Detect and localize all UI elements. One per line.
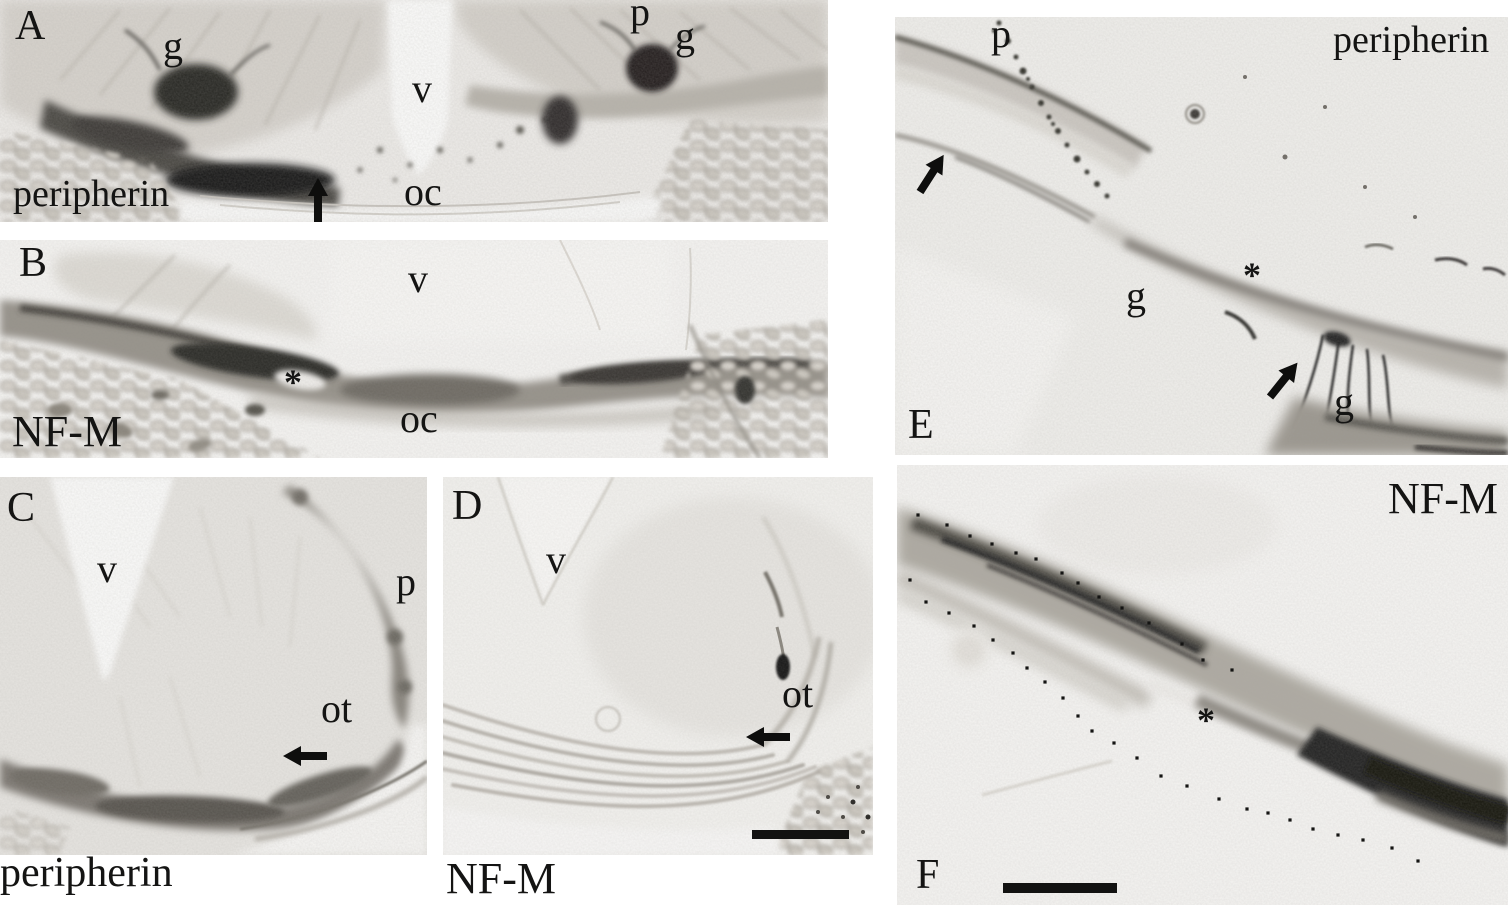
label-ventricle: v: [408, 256, 428, 301]
panel-f: NF-M * F: [897, 465, 1508, 905]
label-g-right: g: [675, 13, 695, 58]
label-pial: p: [991, 11, 1011, 56]
panel-letter-d: D: [452, 483, 483, 529]
scale-bar: [1003, 883, 1117, 893]
stain-label: peripherin: [13, 173, 170, 215]
arrow-left-annotation: [746, 727, 790, 747]
scale-bar: [752, 830, 849, 839]
label-ventricle: v: [546, 537, 566, 582]
label-optic-chiasm: oc: [400, 396, 438, 441]
label-optic-tract: ot: [321, 686, 353, 731]
arrow-upright-annotation: [1266, 362, 1298, 400]
asterisk-annotation: *: [284, 362, 302, 402]
label-optic-tract: ot: [782, 671, 814, 716]
panel-e: p peripherin g * g E: [895, 11, 1508, 455]
label-optic-chiasm: oc: [404, 169, 442, 214]
arrow-upright-annotation: [916, 154, 944, 195]
panel-letter-c: C: [7, 485, 36, 531]
panel-d: D v ot: [443, 477, 873, 855]
stain-caption-c: peripherin: [0, 850, 173, 896]
micrograph-f: [897, 465, 1508, 905]
label-g-lower: g: [1334, 379, 1354, 424]
micrograph-d: [443, 477, 873, 855]
stain-label: NF-M: [1388, 474, 1499, 523]
stain-caption-d: NF-M: [446, 854, 557, 903]
dotted-outline-annotation: [908, 513, 1420, 863]
panel-b: B v * NF-M oc: [0, 240, 828, 458]
arrow-up-annotation: [308, 178, 328, 222]
panel-letter-e: E: [908, 402, 934, 448]
stain-label: peripherin: [1333, 19, 1490, 61]
label-g-upper: g: [1126, 273, 1146, 318]
panel-letter-b: B: [19, 240, 48, 286]
panel-letter-a: A: [15, 3, 46, 49]
asterisk-annotation: *: [1197, 700, 1215, 740]
panel-a: A g v p g peripherin oc: [0, 0, 828, 222]
micrograph-e: [895, 17, 1508, 455]
label-g-left: g: [163, 23, 183, 68]
micrograph-b: [0, 240, 828, 458]
arrow-left-annotation: [283, 746, 327, 766]
micrograph-c: [0, 477, 427, 855]
label-ventricle: v: [97, 546, 117, 591]
panel-c: C v p ot: [0, 477, 427, 855]
label-pial: p: [396, 559, 416, 604]
stain-label: NF-M: [12, 407, 123, 456]
panel-letter-f: F: [916, 852, 940, 898]
micrograph-a: [0, 0, 828, 222]
label-pial: p: [630, 0, 650, 34]
label-ventricle: v: [412, 66, 432, 111]
asterisk-annotation: *: [1243, 255, 1261, 295]
